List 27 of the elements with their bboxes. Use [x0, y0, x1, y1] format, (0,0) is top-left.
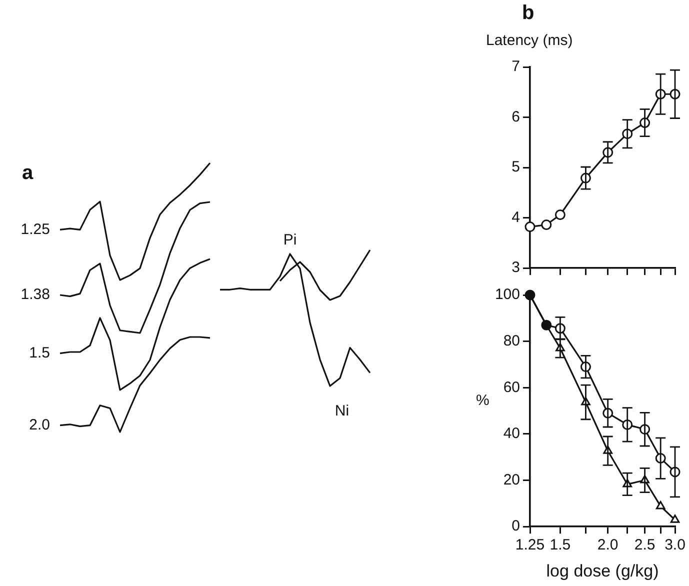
y-tick-label: 4: [512, 208, 520, 226]
text: Pi: [283, 232, 297, 249]
text: a: [22, 162, 34, 185]
x-tick-label: 1.5: [550, 536, 571, 554]
y-tick-label: 60: [503, 378, 520, 396]
series-label: 2.0: [29, 416, 50, 434]
x-tick-label: 2.0: [597, 536, 618, 554]
y-tick-label: 6: [512, 108, 520, 126]
y-tick-label: 40: [503, 425, 520, 442]
text: Ni: [334, 402, 350, 420]
x-axis-title: log dose (g/kg): [546, 561, 659, 580]
y-tick-label: 20: [503, 471, 520, 488]
text: b: [522, 2, 534, 25]
x-tick-label: 2.5: [634, 536, 656, 554]
y-axis-title: Latency (ms): [486, 32, 573, 49]
y-tick-label: 100: [494, 286, 520, 304]
series-label: 1.38: [20, 286, 50, 304]
y-tick-label: 7: [512, 58, 520, 76]
y-tick-label: 80: [503, 332, 520, 350]
y-tick-label: 5: [512, 158, 520, 176]
x-tick-label: 3.0: [664, 536, 686, 554]
series-label: 1.25: [20, 220, 50, 238]
y-axis-title: %: [476, 392, 490, 409]
y-tick-label: 0: [512, 518, 520, 535]
x-tick-label: 1.25: [515, 536, 545, 554]
y-tick-label: 3: [512, 259, 520, 276]
series-label: 1.5: [29, 344, 50, 362]
